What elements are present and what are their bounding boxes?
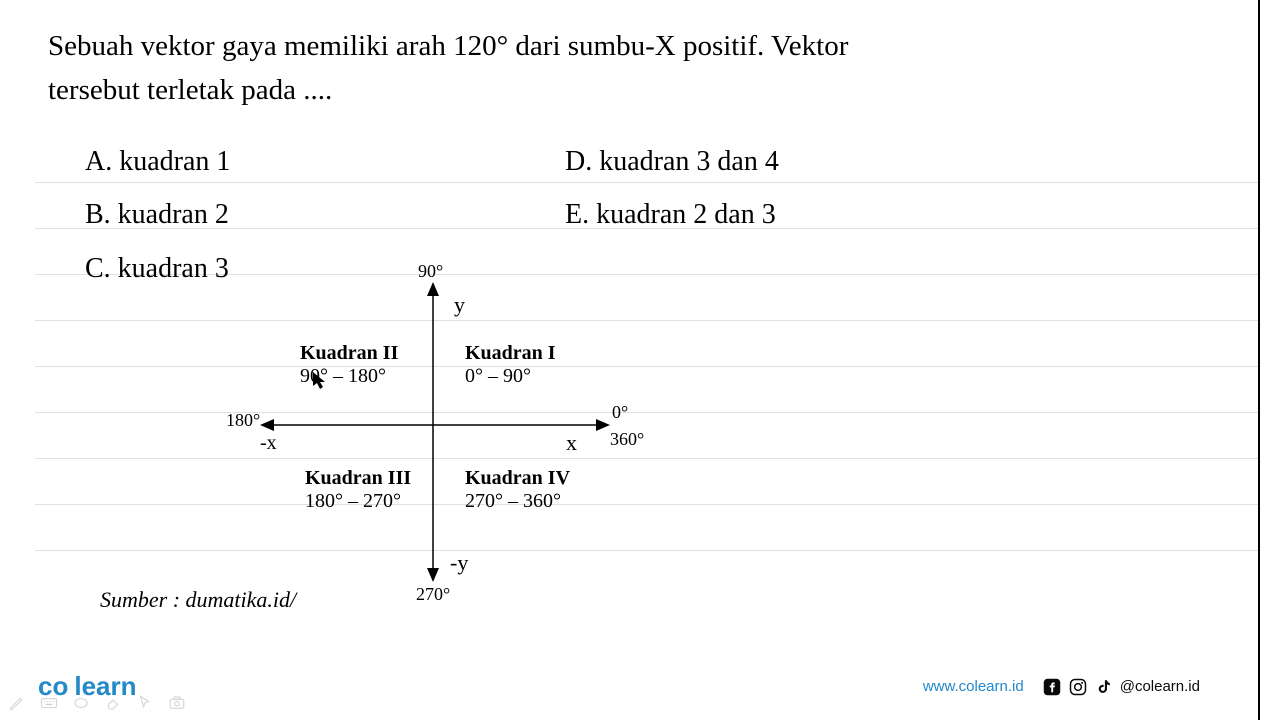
question-line2: tersebut terletak pada .... (48, 69, 848, 113)
circle-icon[interactable] (72, 694, 90, 712)
footer-right: www.colearn.id @colearn.id (923, 677, 1200, 697)
label-neg-y: -y (450, 550, 468, 576)
quadrant-3: Kuadran III 180° – 270° (305, 467, 411, 513)
pointer-icon[interactable] (136, 694, 154, 712)
label-180deg: 180° (226, 410, 260, 431)
label-360deg: 360° (610, 429, 644, 450)
q3-range: 180° – 270° (305, 490, 411, 513)
option-a: A. kuadran 1 (85, 140, 565, 183)
social-icons: @colearn.id (1042, 677, 1200, 697)
source-text: Sumber : dumatika.id/ (100, 587, 296, 613)
y-axis (427, 282, 439, 582)
q1-title: Kuadran I (465, 342, 556, 365)
q3-title: Kuadran III (305, 467, 411, 490)
option-e: E. kuadran 2 dan 3 (565, 193, 776, 236)
tiktok-icon (1094, 677, 1114, 697)
camera-icon[interactable] (168, 694, 186, 712)
question-line1: Sebuah vektor gaya memiliki arah 120° da… (48, 25, 848, 69)
toolbar-icons (8, 694, 186, 712)
website-url: www.colearn.id (923, 678, 1024, 695)
q2-title: Kuadran II (300, 342, 398, 365)
x-axis (260, 419, 610, 431)
q1-range: 0° – 90° (465, 365, 556, 388)
label-neg-x: -x (260, 432, 277, 455)
label-0deg: 0° (612, 402, 628, 423)
label-270deg: 270° (416, 584, 450, 605)
quadrant-1: Kuadran I 0° – 90° (465, 342, 556, 388)
label-90deg: 90° (418, 261, 443, 282)
quadrant-diagram: 90° y 0° 360° x 180° -x -y 270° Kuadran … (100, 262, 660, 612)
label-x: x (566, 430, 577, 456)
eraser-icon[interactable] (104, 694, 122, 712)
option-d: D. kuadran 3 dan 4 (565, 140, 779, 183)
cursor-icon (313, 372, 327, 390)
label-y: y (454, 292, 465, 318)
quadrant-4: Kuadran IV 270° – 360° (465, 467, 570, 513)
social-handle: @colearn.id (1120, 678, 1200, 695)
option-b: B. kuadran 2 (85, 193, 565, 236)
q4-title: Kuadran IV (465, 467, 570, 490)
keyboard-icon[interactable] (40, 694, 58, 712)
instagram-icon (1068, 677, 1088, 697)
question-text: Sebuah vektor gaya memiliki arah 120° da… (48, 25, 848, 112)
facebook-icon (1042, 677, 1062, 697)
pen-icon[interactable] (8, 694, 26, 712)
q4-range: 270° – 360° (465, 490, 570, 513)
